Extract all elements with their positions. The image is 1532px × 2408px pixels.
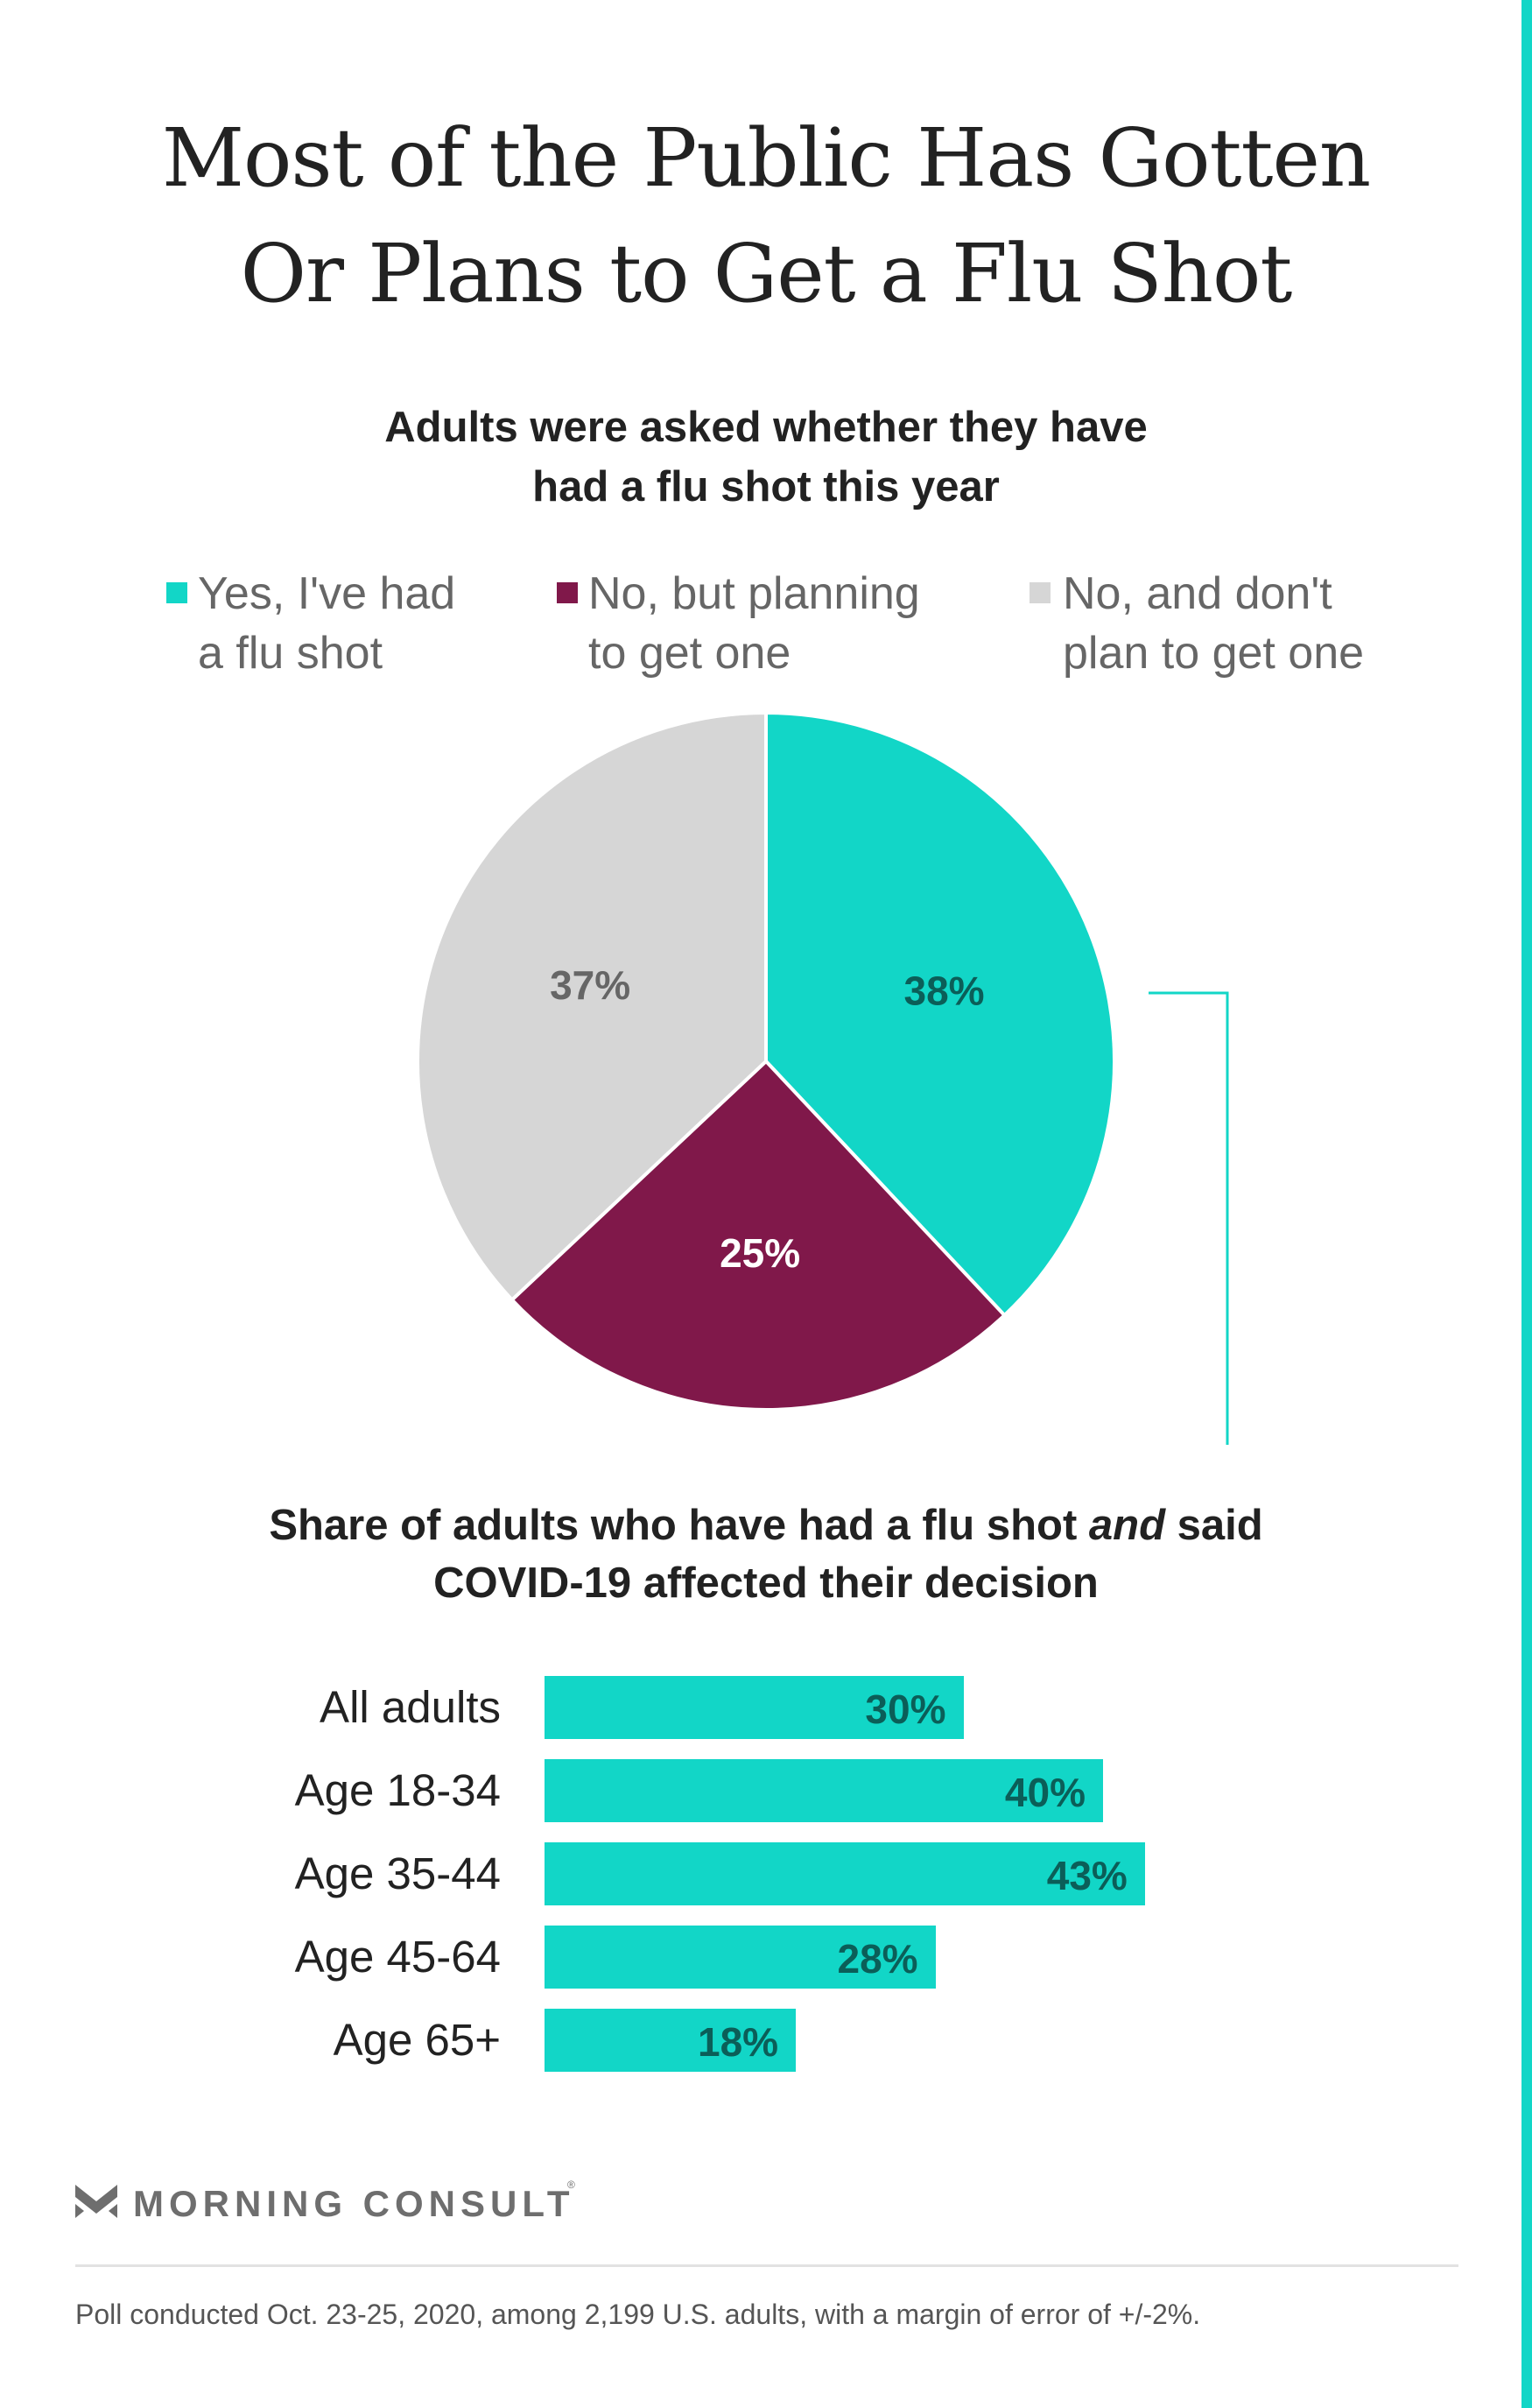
chart-title-line-1: Most of the Public Has Gotten (161, 111, 1371, 205)
legend-label-planning-line-1: No, but planning (588, 568, 920, 619)
bar (545, 1676, 964, 1739)
bar-value-label: 28% (837, 1936, 918, 1982)
legend-label-no-line-2: plan to get one (1063, 628, 1365, 679)
bar-subtitle-line-2: COVID-19 affected their decision (433, 1560, 1099, 1607)
bar (545, 1759, 1103, 1822)
brand-name: MORNING CONSULT (133, 2183, 575, 2224)
bar-value-label: 40% (1004, 1770, 1086, 1815)
legend-label-planning-line-2: to get one (588, 628, 791, 679)
legend-label-no-line-1: No, and don't (1063, 568, 1332, 619)
bar-category-label: Age 45-64 (294, 1932, 501, 1982)
bar-value-label: 43% (1046, 1853, 1128, 1898)
chart-title-line-2: Or Plans to Get a Flu Shot (240, 227, 1293, 320)
pie-slice-yes (764, 710, 1116, 1318)
pie-label-yes: 38% (903, 968, 984, 1013)
pie-subtitle-line-1: Adults were asked whether they have (384, 404, 1148, 451)
pie-subtitle-line-2: had a flu shot this year (532, 463, 1000, 510)
bar-subtitle-text-before: Share of adults who have had a flu shot (269, 1502, 1089, 1549)
bar-category-label: Age 18-34 (294, 1765, 501, 1815)
source-note: Poll conducted Oct. 23-25, 2020, among 2… (75, 2299, 1201, 2330)
legend-swatch-yes (166, 582, 187, 603)
bar-subtitle-text-after: said (1165, 1502, 1263, 1549)
legend-label-yes-line-2: a flu shot (198, 628, 383, 679)
connector-line (1149, 991, 1229, 1445)
morning-consult-logo-icon (75, 2185, 117, 2218)
pie-slice-no (416, 710, 768, 1303)
bar-category-label: Age 65+ (333, 2015, 501, 2065)
legend-label-yes-line-1: Yes, I've had (198, 568, 456, 619)
pie-slice-planning (509, 1059, 1008, 1412)
pie-label-no: 37% (550, 962, 630, 1008)
legend-swatch-planning (557, 582, 578, 603)
legend-swatch-no (1030, 582, 1051, 603)
bar-subtitle-emphasis: and (1088, 1502, 1166, 1549)
bar-value-label: 30% (865, 1686, 946, 1732)
accent-stripe (1521, 0, 1532, 2408)
footer-divider (75, 2264, 1458, 2267)
bar-category-label: Age 35-44 (294, 1848, 501, 1898)
bar (545, 2009, 797, 2072)
registered-mark: ® (567, 2179, 575, 2191)
bar (545, 1842, 1145, 1905)
bar (545, 1926, 936, 1989)
bar-subtitle-line-1: Share of adults who have had a flu shot … (0, 1496, 1532, 1555)
bar-value-label: 18% (698, 2019, 779, 2065)
bar-category-label: All adults (320, 1682, 501, 1732)
pie-label-planning: 25% (720, 1230, 800, 1276)
